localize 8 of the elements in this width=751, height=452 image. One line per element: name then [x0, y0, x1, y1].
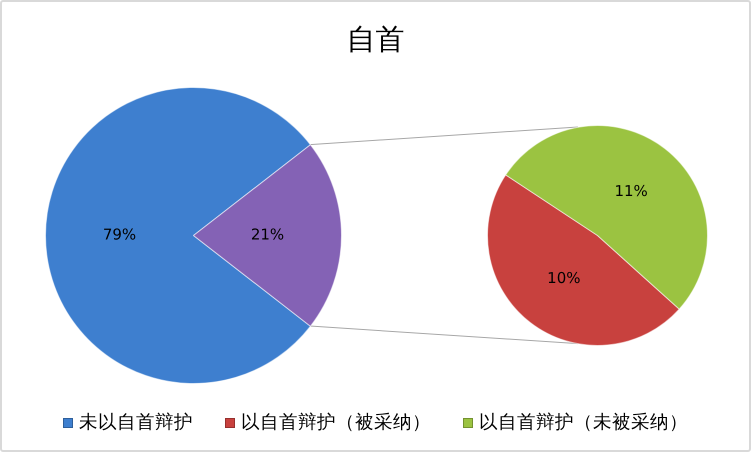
legend-label: 以自首辩护（未被采纳） [479, 411, 688, 435]
legend-label: 以自首辩护（被采纳） [241, 411, 431, 435]
data-label: 79% [102, 224, 136, 243]
chart-title: 自首 [346, 21, 406, 58]
data-label: 21% [250, 224, 284, 243]
legend-label: 未以自首辩护 [79, 411, 193, 435]
data-label: 10% [546, 268, 580, 286]
data-label: 11% [614, 181, 648, 200]
